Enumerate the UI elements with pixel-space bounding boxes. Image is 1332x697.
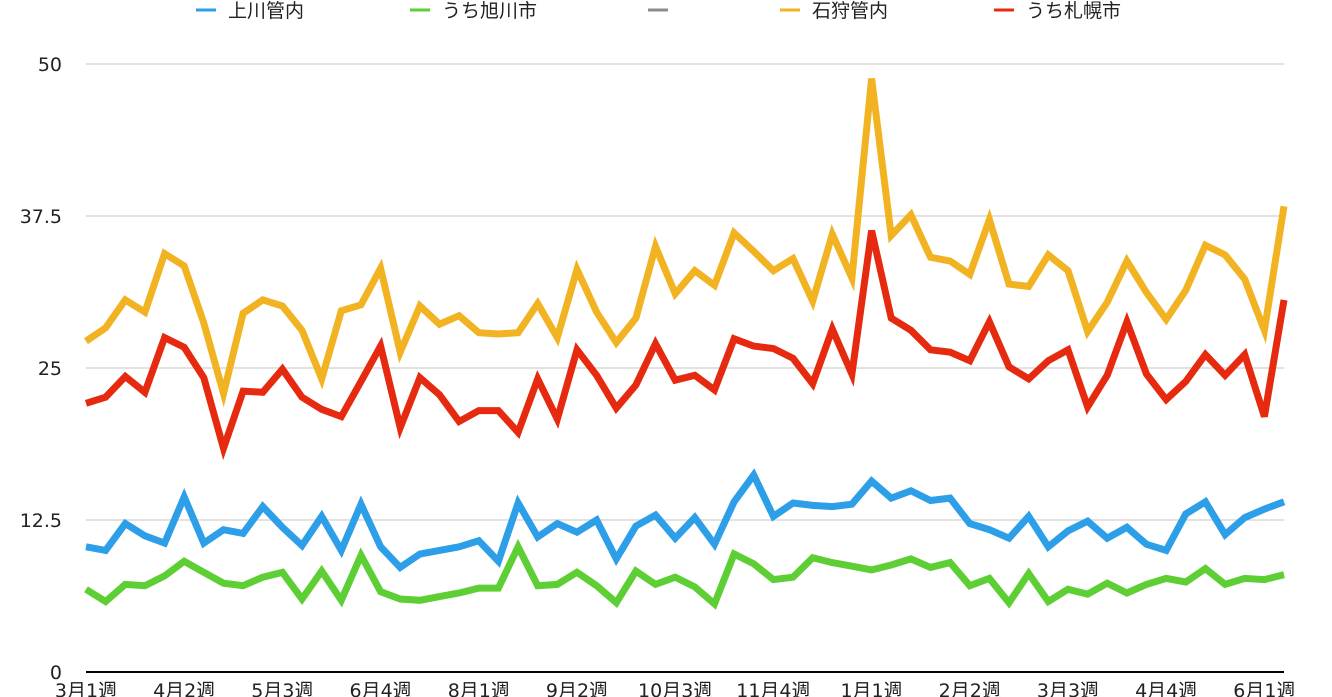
x-axis-ticks: 3月1週 4月2週 5月3週 6月4週 8月1週 9月2週 10月3週 11月4週 1月1週 2月… xyxy=(55,680,1296,697)
x-tick-label: 5月3週 xyxy=(251,680,313,697)
y-axis-ticks: 0 12.5 25 37.5 50 xyxy=(20,54,62,684)
y-tick-label: 0 xyxy=(50,662,62,684)
x-tick-label: 11月4週 xyxy=(736,680,810,697)
series-line-0 xyxy=(85,468,1286,572)
legend-label-0: 上川管内 xyxy=(228,0,304,22)
x-tick-label: 10月3週 xyxy=(638,680,712,697)
x-tick-label: 2月2週 xyxy=(939,680,1001,697)
series-line-3 xyxy=(84,78,1288,408)
legend-label-4: うち札幌市 xyxy=(1026,0,1121,22)
x-tick-label: 9月2週 xyxy=(546,680,608,697)
x-tick-label: 8月1週 xyxy=(448,680,510,697)
series-lines xyxy=(84,78,1288,610)
y-tick-label: 25 xyxy=(38,358,62,380)
series-line-4 xyxy=(84,229,1288,461)
y-tick-label: 50 xyxy=(38,54,62,76)
x-tick-label: 6月4週 xyxy=(349,680,411,697)
legend: 上川管内 うち旭川市 石狩管内 うち札幌市 xyxy=(196,0,1121,22)
legend-label-3: 石狩管内 xyxy=(812,0,888,22)
x-tick-label: 1月1週 xyxy=(840,680,902,697)
x-tick-label: 4月4週 xyxy=(1135,680,1197,697)
series-line-1 xyxy=(84,538,1285,610)
gridlines xyxy=(86,63,1284,521)
x-tick-label: 3月1週 xyxy=(55,680,117,697)
legend-label-1: うち旭川市 xyxy=(442,0,537,22)
y-tick-label: 37.5 xyxy=(20,206,62,228)
y-tick-label: 12.5 xyxy=(20,510,62,532)
x-tick-label: 6月1週 xyxy=(1233,680,1295,697)
x-tick-label: 4月2週 xyxy=(153,680,215,697)
x-tick-label: 3月3週 xyxy=(1037,680,1099,697)
